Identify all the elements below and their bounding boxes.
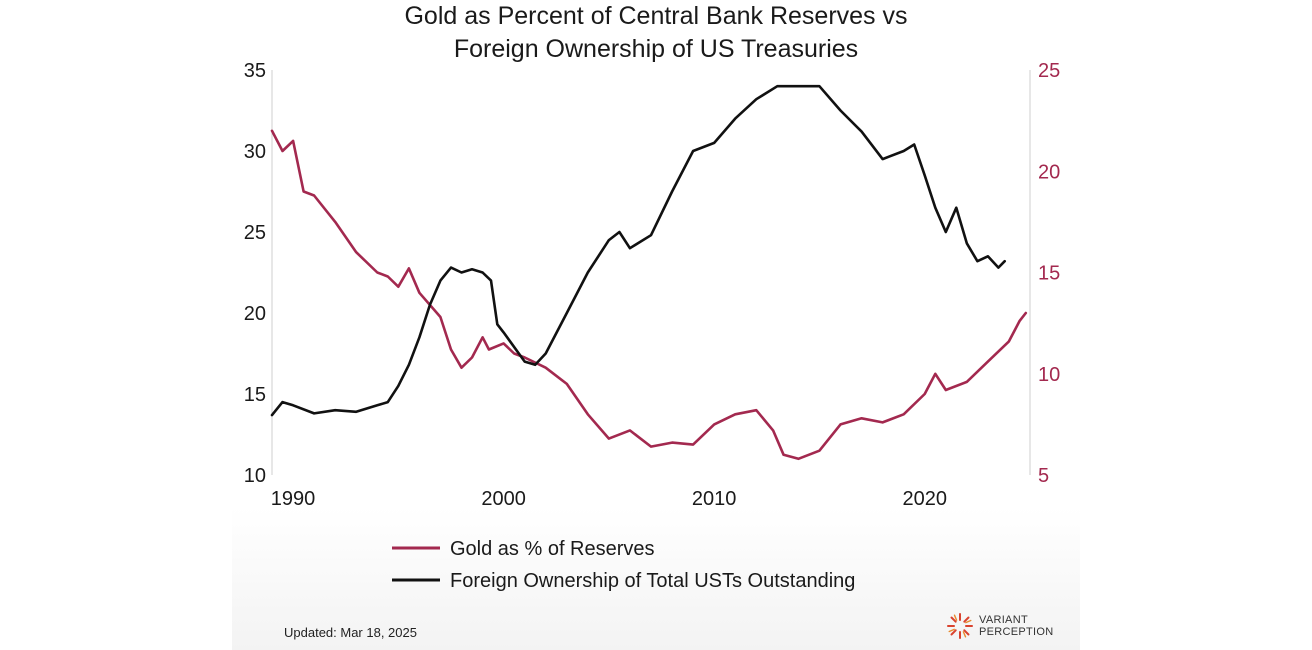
left-axis-tick-15: 15	[244, 384, 266, 406]
left-axis-tick-35: 35	[244, 60, 266, 82]
chart-title-line-2: Foreign Ownership of US Treasuries	[454, 35, 858, 63]
gold-reserves-line	[270, 129, 1028, 461]
left-axis-tick-25: 25	[244, 222, 266, 244]
chart-title-line-1: Gold as Percent of Central Bank Reserves…	[404, 2, 907, 30]
right-axis-tick-20: 20	[1038, 161, 1060, 183]
right-axis-tick-15: 15	[1038, 263, 1060, 285]
right-axis-tick-10: 10	[1038, 364, 1060, 386]
x-axis-tick-2020: 2020	[902, 488, 947, 510]
logo-text: VARIANT PERCEPTION	[979, 614, 1054, 638]
x-axis-tick-2000: 2000	[481, 488, 525, 510]
x-axis-tick-1990: 1990	[271, 488, 316, 510]
chart: Gold as Percent of Central Bank Reserves…	[244, 2, 1061, 592]
right-axis-tick-5: 5	[1038, 465, 1049, 487]
updated-date: Updated: Mar 18, 2025	[284, 625, 417, 640]
left-axis-tick-10: 10	[244, 465, 266, 487]
left-axis-tick-20: 20	[244, 303, 266, 325]
chart-card: Gold as Percent of Central Bank Reserves…	[232, 0, 1080, 650]
legend-label-foreign: Foreign Ownership of Total USTs Outstand…	[450, 570, 855, 592]
logo-text-line-1: VARIANT	[979, 614, 1028, 626]
x-axis-tick-2010: 2010	[692, 488, 737, 510]
legend-label-gold: Gold as % of Reserves	[450, 538, 655, 560]
sunburst-icon	[947, 613, 973, 639]
right-axis-tick-25: 25	[1038, 60, 1060, 82]
variant-perception-logo: VARIANT PERCEPTION	[946, 612, 1054, 640]
foreign-ownership-line	[270, 84, 1007, 417]
left-axis-tick-30: 30	[244, 141, 266, 163]
logo-text-line-2: PERCEPTION	[979, 626, 1054, 638]
